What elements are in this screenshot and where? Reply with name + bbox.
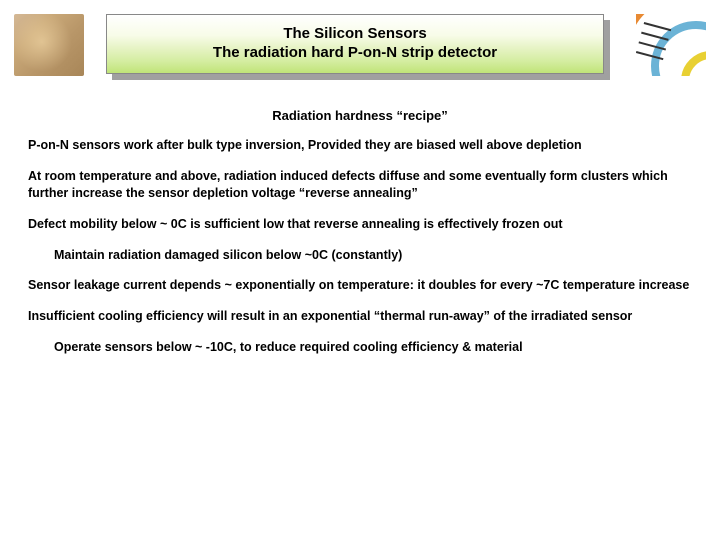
sensor-micrograph-image xyxy=(14,14,84,76)
paragraph-7-indented: Operate sensors below ~ -10C, to reduce … xyxy=(28,339,692,356)
paragraph-6: Insufficient cooling efficiency will res… xyxy=(28,308,692,325)
slide-body: P-on-N sensors work after bulk type inve… xyxy=(0,123,720,356)
paragraph-2: At room temperature and above, radiation… xyxy=(28,168,692,202)
detector-diagram-image xyxy=(636,14,706,76)
title-line-1: The Silicon Sensors xyxy=(283,25,426,44)
subtitle: Radiation hardness “recipe” xyxy=(0,108,720,123)
title-line-2: The radiation hard P-on-N strip detector xyxy=(213,44,497,63)
paragraph-4-indented: Maintain radiation damaged silicon below… xyxy=(28,247,692,264)
slide-header: The Silicon Sensors The radiation hard P… xyxy=(0,0,720,90)
paragraph-3: Defect mobility below ~ 0C is sufficient… xyxy=(28,216,692,233)
paragraph-1: P-on-N sensors work after bulk type inve… xyxy=(28,137,692,154)
paragraph-5: Sensor leakage current depends ~ exponen… xyxy=(28,277,692,294)
title-box: The Silicon Sensors The radiation hard P… xyxy=(106,14,604,74)
